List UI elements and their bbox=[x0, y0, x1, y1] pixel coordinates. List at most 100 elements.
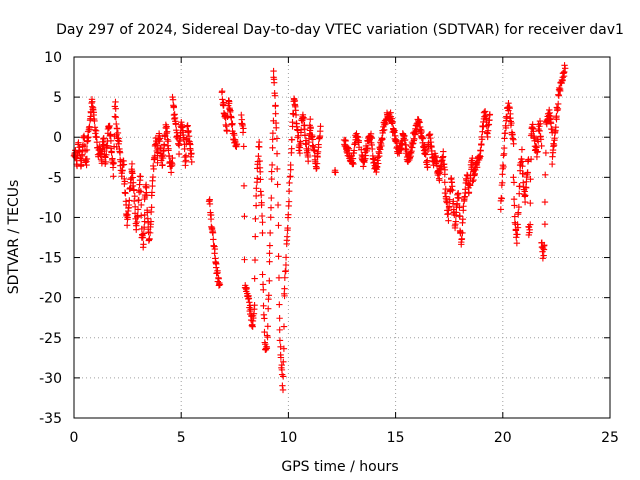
data-point bbox=[510, 140, 517, 148]
data-point bbox=[266, 242, 274, 249]
data-point bbox=[258, 191, 265, 199]
data-point bbox=[561, 62, 568, 69]
data-point bbox=[453, 209, 460, 216]
data-point bbox=[261, 315, 268, 322]
data-point bbox=[353, 130, 360, 137]
data-point bbox=[112, 98, 119, 106]
data-point bbox=[285, 187, 293, 195]
data-point bbox=[526, 221, 534, 228]
data-point bbox=[445, 204, 453, 211]
data-point bbox=[268, 194, 275, 202]
data-point bbox=[257, 168, 264, 176]
data-point bbox=[139, 234, 147, 241]
data-point bbox=[510, 174, 517, 181]
data-point bbox=[441, 179, 448, 186]
data-point bbox=[272, 102, 279, 109]
data-point bbox=[351, 141, 358, 148]
data-point bbox=[162, 133, 169, 140]
data-point bbox=[344, 144, 351, 151]
data-point bbox=[85, 133, 92, 141]
data-point bbox=[399, 131, 407, 139]
data-point bbox=[390, 128, 397, 135]
data-point bbox=[521, 198, 529, 206]
data-point bbox=[181, 145, 188, 153]
data-point bbox=[501, 130, 509, 137]
data-point bbox=[112, 113, 119, 121]
data-point bbox=[546, 106, 553, 114]
data-point bbox=[219, 96, 226, 103]
data-point bbox=[541, 241, 548, 249]
data-point bbox=[83, 155, 91, 163]
data-point bbox=[176, 137, 184, 145]
data-point bbox=[427, 134, 434, 142]
data-point bbox=[382, 120, 389, 128]
data-point bbox=[287, 173, 294, 180]
data-point bbox=[133, 222, 140, 229]
data-point bbox=[282, 261, 290, 269]
data-point bbox=[513, 240, 521, 247]
data-point bbox=[141, 223, 148, 231]
data-point bbox=[541, 198, 549, 206]
data-point bbox=[515, 203, 523, 211]
data-point bbox=[456, 204, 463, 211]
y-tick-label: -35 bbox=[39, 411, 62, 427]
data-point bbox=[439, 153, 447, 160]
data-point bbox=[277, 343, 284, 351]
data-point bbox=[218, 87, 226, 95]
data-point bbox=[252, 202, 260, 209]
data-point bbox=[112, 105, 119, 112]
data-point bbox=[367, 130, 375, 137]
data-point bbox=[519, 163, 526, 170]
data-point bbox=[270, 79, 278, 86]
data-point bbox=[424, 163, 431, 171]
data-point bbox=[148, 204, 155, 211]
data-point bbox=[301, 132, 309, 139]
data-point bbox=[211, 245, 219, 253]
data-point bbox=[552, 124, 560, 131]
data-point bbox=[506, 104, 513, 112]
data-point bbox=[537, 120, 544, 127]
data-point bbox=[527, 155, 535, 163]
data-point bbox=[556, 87, 564, 95]
data-point bbox=[542, 149, 550, 157]
data-point bbox=[154, 159, 161, 166]
chart-title: Day 297 of 2024, Sidereal Day-to-day VTE… bbox=[56, 22, 624, 38]
data-point bbox=[169, 96, 177, 103]
data-point bbox=[514, 231, 521, 238]
data-point bbox=[548, 160, 556, 168]
data-point bbox=[107, 137, 115, 145]
data-point bbox=[276, 337, 284, 344]
y-tick-label: 0 bbox=[53, 130, 62, 146]
data-point bbox=[285, 211, 292, 218]
data-point bbox=[271, 92, 279, 99]
x-tick-label: 10 bbox=[279, 430, 297, 446]
data-point bbox=[280, 358, 287, 365]
data-point bbox=[169, 154, 176, 162]
data-point bbox=[289, 119, 296, 126]
data-point bbox=[148, 189, 156, 196]
data-point bbox=[286, 179, 293, 187]
data-point bbox=[345, 145, 353, 153]
data-point bbox=[275, 253, 282, 260]
data-point bbox=[351, 147, 358, 154]
data-point bbox=[209, 229, 217, 236]
data-point bbox=[260, 302, 267, 310]
data-point bbox=[280, 323, 288, 330]
data-point bbox=[285, 198, 293, 205]
data-point bbox=[144, 209, 151, 216]
data-point bbox=[295, 147, 303, 154]
data-point bbox=[368, 134, 376, 142]
data-point bbox=[378, 142, 385, 150]
data-point bbox=[524, 169, 531, 176]
data-point bbox=[413, 127, 420, 135]
data-point bbox=[268, 168, 275, 175]
data-point bbox=[268, 161, 276, 169]
data-point bbox=[266, 258, 273, 265]
data-point bbox=[169, 160, 176, 168]
data-point bbox=[75, 139, 82, 146]
data-point bbox=[456, 212, 464, 220]
data-point bbox=[458, 235, 466, 242]
data-point bbox=[160, 147, 167, 155]
data-point bbox=[149, 173, 157, 181]
data-point bbox=[460, 203, 467, 210]
